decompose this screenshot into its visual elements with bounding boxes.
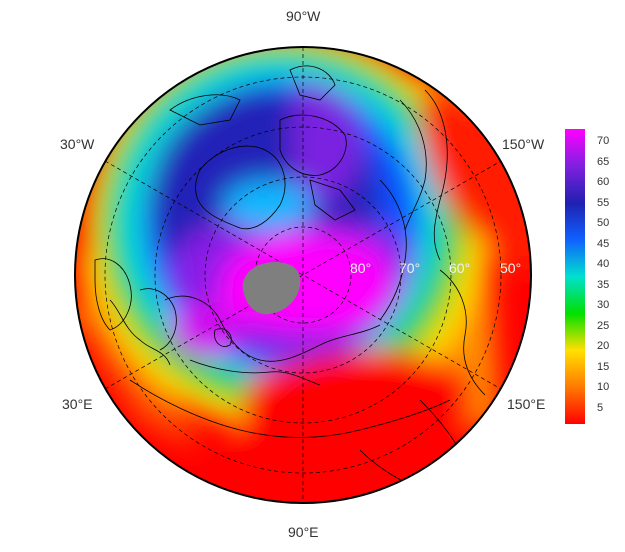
coastlines (94, 65, 486, 491)
lat-label-60: 60° (449, 260, 471, 276)
colorbar-tick-30: 30 (597, 299, 610, 312)
colorbar-tick-65: 65 (597, 155, 610, 168)
lon-label-lower-left: 30°E (62, 396, 93, 412)
map-boundary (74, 46, 532, 504)
lon-label-top: 90°W (286, 8, 321, 24)
colorbar-tick-20: 20 (597, 340, 610, 353)
graticule (104, 47, 502, 503)
lat-circle-70 (204, 176, 402, 374)
colorbar-tick-15: 15 (597, 360, 610, 373)
colorbar-tick-60: 60 (597, 176, 610, 189)
lon-label-upper-right: 150°W (502, 136, 545, 152)
colorbar-tick-45: 45 (597, 237, 610, 250)
lon-label-lower-right: 150°E (507, 396, 546, 412)
colorbar-tick-10: 10 (597, 381, 610, 394)
colorbar-tick-25: 25 (597, 319, 610, 332)
lat-label-50: 50° (500, 260, 522, 276)
data-field (75, 47, 531, 503)
meridian-30w-150e (104, 160, 502, 390)
lat-circle-60 (154, 126, 452, 424)
lon-label-bottom: 90°E (288, 524, 319, 540)
lat-label-70: 70° (399, 260, 421, 276)
colorbar-tick-35: 35 (597, 278, 610, 291)
colorbar (565, 129, 585, 424)
lat-label-80: 80° (350, 260, 372, 276)
colorbar-tick-5: 5 (597, 401, 604, 414)
colorbar-tick-40: 40 (597, 258, 610, 271)
colorbar-tick-70: 70 (597, 135, 610, 148)
meridian-30e-150w (104, 160, 502, 390)
no-data-polar-hole (242, 262, 301, 315)
colorbar-tick-50: 50 (597, 217, 610, 230)
lon-label-upper-left: 30°W (60, 136, 95, 152)
colorbar-tick-55: 55 (597, 196, 610, 209)
field-contours (75, 47, 531, 503)
